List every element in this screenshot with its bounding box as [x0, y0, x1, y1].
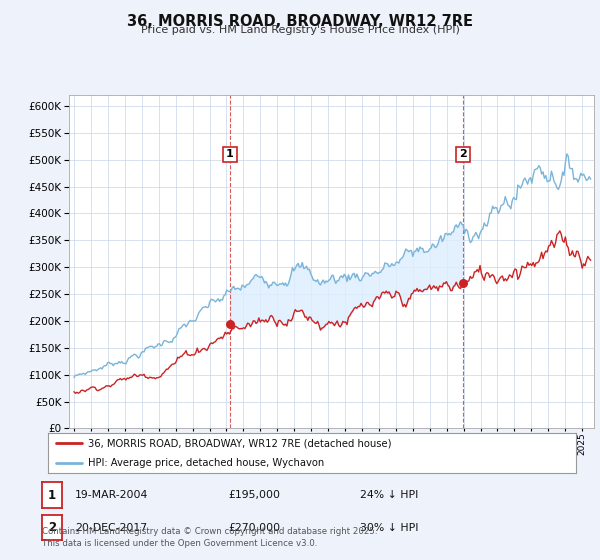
Text: 36, MORRIS ROAD, BROADWAY, WR12 7RE: 36, MORRIS ROAD, BROADWAY, WR12 7RE [127, 14, 473, 29]
Text: 30% ↓ HPI: 30% ↓ HPI [360, 522, 419, 533]
Text: 20-DEC-2017: 20-DEC-2017 [75, 522, 147, 533]
Text: 2: 2 [459, 150, 467, 159]
Text: 1: 1 [48, 488, 56, 502]
Text: 24% ↓ HPI: 24% ↓ HPI [360, 490, 418, 500]
Text: £195,000: £195,000 [228, 490, 280, 500]
Text: £270,000: £270,000 [228, 522, 280, 533]
Text: Contains HM Land Registry data © Crown copyright and database right 2025.
This d: Contains HM Land Registry data © Crown c… [42, 527, 377, 548]
Text: 36, MORRIS ROAD, BROADWAY, WR12 7RE (detached house): 36, MORRIS ROAD, BROADWAY, WR12 7RE (det… [88, 438, 391, 449]
Point [458, 279, 468, 288]
Text: Price paid vs. HM Land Registry's House Price Index (HPI): Price paid vs. HM Land Registry's House … [140, 25, 460, 35]
Text: HPI: Average price, detached house, Wychavon: HPI: Average price, detached house, Wych… [88, 458, 324, 468]
Text: 19-MAR-2004: 19-MAR-2004 [75, 490, 148, 500]
Text: 2: 2 [48, 521, 56, 534]
Text: 1: 1 [226, 150, 234, 159]
Point [225, 319, 235, 328]
